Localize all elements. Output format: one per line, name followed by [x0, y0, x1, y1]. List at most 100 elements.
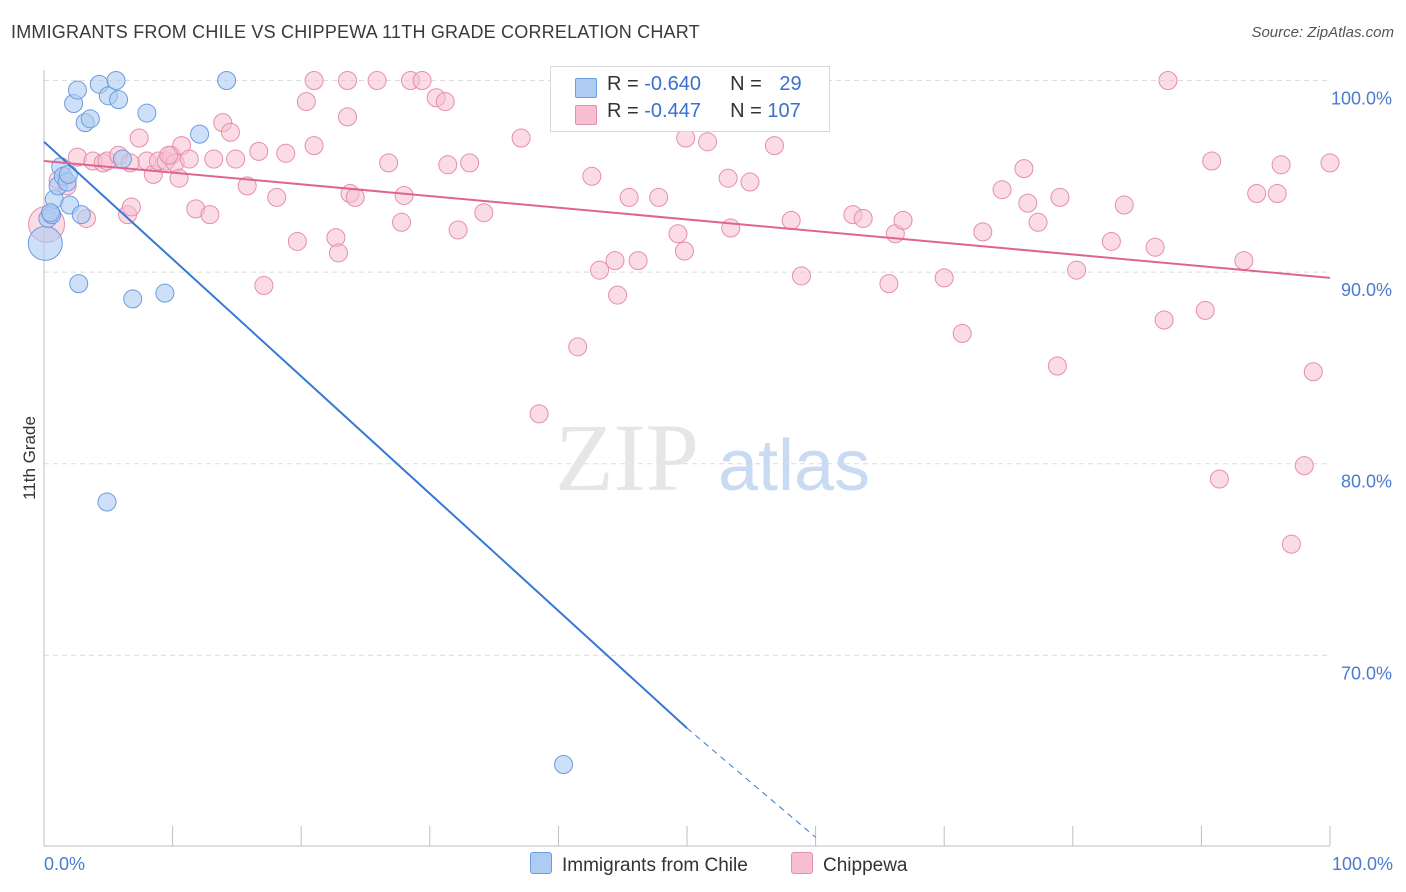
y-tick-label: 70.0% [1341, 663, 1392, 683]
chile-point [58, 164, 78, 184]
chippewa-point [220, 122, 240, 142]
chippewa-point [412, 71, 432, 90]
watermark-atlas: atlas [718, 426, 870, 506]
chippewa-point [1101, 231, 1121, 251]
chippewa-point [1145, 237, 1165, 257]
chippewa-point [394, 185, 414, 205]
chippewa-point [1294, 456, 1314, 476]
chippewa-point [1195, 300, 1215, 320]
legend-n-value: 29 [779, 73, 802, 95]
chippewa-point [337, 107, 357, 127]
chippewa-point [791, 266, 811, 286]
chippewa-point [460, 153, 480, 173]
watermark: ZIP atlas [555, 404, 870, 511]
chippewa-point [605, 251, 625, 271]
chippewa-point [121, 197, 141, 217]
source-label: Source: ZipAtlas.com [1251, 24, 1394, 41]
chippewa-point [200, 205, 220, 225]
chippewa-point [435, 92, 455, 112]
chippewa-point [1271, 155, 1291, 175]
chippewa-point [1158, 71, 1178, 90]
chippewa-trend-line [43, 159, 1331, 279]
chile-point [554, 755, 574, 775]
x-tick-label: 0.0% [44, 854, 85, 874]
chippewa-point [718, 168, 738, 188]
chippewa-point [893, 210, 913, 230]
chile-point [67, 80, 87, 100]
series-immigrants-from-chile [27, 71, 574, 775]
chippewa-point [204, 149, 224, 169]
stats-legend: R = -0.640 N = 29 R = -0.447 N = 107 [550, 66, 830, 132]
chippewa-point [267, 187, 287, 207]
chile-point [80, 109, 100, 129]
chippewa-point [649, 187, 669, 207]
chippewa-point [1028, 212, 1048, 232]
chile-point [155, 283, 175, 303]
bottom-legend-swatch-chippewa [791, 852, 813, 874]
chile-point [40, 203, 60, 223]
chippewa-point [1154, 310, 1174, 330]
chippewa-point [853, 208, 873, 228]
bottom-legend-chippewa: Chippewa [791, 852, 908, 877]
chippewa-point [619, 187, 639, 207]
chippewa-point [249, 141, 269, 161]
chippewa-point [287, 231, 307, 251]
trend-lines [43, 141, 1331, 838]
legend-r-value: -0.447 [644, 100, 701, 122]
chippewa-point [179, 149, 199, 169]
bottom-legend-chile: Immigrants from Chile [530, 852, 748, 877]
tick-labels: 70.0% 80.0% 90.0% 100.0% 0.0% 100.0% [44, 89, 1393, 875]
chile-point [112, 149, 132, 169]
chippewa-point [1018, 193, 1038, 213]
chile-point [106, 71, 126, 90]
chippewa-point [674, 241, 694, 261]
chile-point [69, 274, 89, 294]
legend-n-label: N = [730, 73, 768, 95]
chippewa-point [529, 404, 549, 424]
chippewa-point [1114, 195, 1134, 215]
chippewa-point [698, 132, 718, 152]
chile-point [109, 90, 129, 110]
chippewa-point [740, 172, 760, 192]
chile-point [27, 225, 63, 261]
legend-r-value: -0.640 [644, 73, 701, 95]
chippewa-point [628, 251, 648, 271]
chippewa-point [345, 187, 365, 207]
chippewa-point [721, 218, 741, 238]
chippewa-point [1247, 184, 1267, 204]
chippewa-point [159, 145, 179, 165]
chippewa-point [1014, 159, 1034, 179]
chippewa-point [448, 220, 468, 240]
legend-r-label: R = [607, 100, 645, 122]
chippewa-point [328, 243, 348, 263]
chippewa-point [337, 71, 357, 90]
chippewa-point [1267, 184, 1287, 204]
chippewa-point [992, 180, 1012, 200]
chippewa-point [568, 337, 588, 357]
chippewa-point [1067, 260, 1087, 280]
chippewa-point [367, 71, 387, 90]
chile-point [97, 492, 117, 512]
chile-point [217, 71, 237, 90]
chippewa-point [511, 128, 531, 148]
chippewa-point [237, 176, 257, 196]
y-tick-label: 80.0% [1341, 472, 1392, 492]
chippewa-point [608, 285, 628, 305]
chart-title: IMMIGRANTS FROM CHILE VS CHIPPEWA 11TH G… [11, 22, 700, 42]
chippewa-point [1202, 151, 1222, 171]
chippewa-point [934, 268, 954, 288]
chippewa-point [879, 274, 899, 294]
chippewa-point [304, 136, 324, 156]
axes [43, 70, 1331, 847]
chippewa-point [379, 153, 399, 173]
legend-swatch-chile [575, 78, 597, 98]
y-tick-label: 100.0% [1331, 89, 1392, 109]
chile-point [190, 124, 210, 144]
chippewa-point [952, 323, 972, 343]
chile-point [123, 289, 143, 309]
chippewa-point [1320, 153, 1340, 173]
x-tick-label: 100.0% [1332, 854, 1393, 874]
chile-point [71, 205, 91, 225]
chippewa-point [304, 71, 324, 90]
